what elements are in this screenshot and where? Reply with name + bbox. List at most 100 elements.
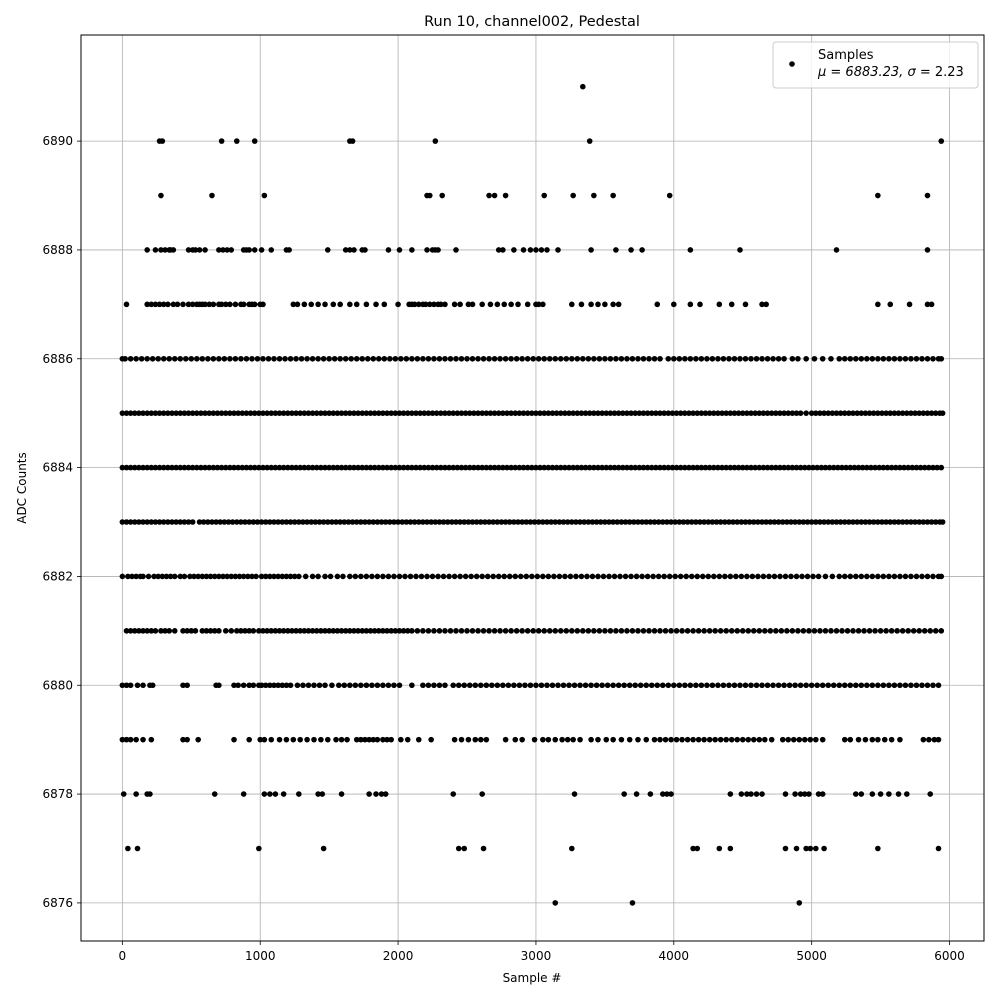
- data-point: [227, 355, 233, 362]
- data-point: [705, 519, 712, 525]
- data-point: [932, 628, 939, 634]
- data-point: [149, 355, 156, 362]
- data-point: [264, 628, 270, 634]
- data-point: [930, 464, 936, 471]
- data-point: [162, 247, 168, 253]
- data-point: [431, 628, 437, 634]
- data-point: [644, 410, 651, 416]
- data-point: [304, 519, 310, 525]
- data-point: [148, 628, 155, 634]
- data-point: [545, 410, 552, 416]
- data-point: [690, 410, 696, 416]
- data-point: [657, 355, 663, 362]
- data-point: [745, 736, 752, 743]
- data-point: [875, 682, 881, 689]
- data-point: [119, 736, 126, 743]
- data-point: [199, 573, 206, 580]
- data-point: [370, 736, 377, 743]
- data-point: [822, 628, 829, 634]
- data-point: [916, 410, 923, 416]
- data-point: [926, 464, 932, 471]
- data-point: [862, 736, 869, 743]
- data-point: [920, 519, 927, 525]
- data-point: [600, 573, 607, 580]
- data-point: [228, 247, 235, 253]
- data-point: [756, 628, 763, 634]
- data-point: [833, 519, 840, 525]
- data-point: [568, 519, 575, 525]
- data-point: [396, 682, 403, 689]
- data-point: [264, 410, 270, 416]
- data-point: [313, 410, 320, 416]
- data-point: [716, 845, 723, 852]
- data-point: [924, 355, 931, 362]
- data-point: [562, 464, 568, 471]
- data-point: [855, 464, 862, 471]
- data-point: [447, 628, 454, 634]
- data-point: [293, 410, 299, 416]
- data-point: [238, 519, 244, 525]
- data-point: [369, 682, 375, 689]
- data-point: [680, 519, 687, 525]
- data-point: [271, 519, 277, 525]
- data-point: [635, 355, 641, 362]
- data-point: [362, 247, 368, 253]
- x-tick-label: 6000: [934, 949, 965, 963]
- data-point: [478, 519, 484, 525]
- data-point: [425, 464, 432, 471]
- data-point: [694, 464, 701, 471]
- data-point: [726, 519, 732, 525]
- data-point: [800, 519, 807, 525]
- data-point: [385, 573, 392, 580]
- data-point: [770, 355, 776, 362]
- data-point: [883, 628, 889, 634]
- data-point: [566, 464, 572, 471]
- data-point: [728, 736, 735, 743]
- data-point: [698, 464, 705, 471]
- data-point: [709, 682, 716, 689]
- data-point: [571, 682, 578, 689]
- legend-stat-suffix: = 2.23: [916, 65, 964, 80]
- data-point: [438, 410, 444, 416]
- data-point: [938, 573, 945, 580]
- data-point: [927, 791, 934, 797]
- data-point: [846, 410, 852, 416]
- data-point: [276, 410, 283, 416]
- data-point: [469, 355, 476, 362]
- data-point: [392, 410, 399, 416]
- data-point: [833, 628, 840, 634]
- data-point: [797, 464, 804, 471]
- data-point: [158, 628, 164, 634]
- data-point: [402, 573, 408, 580]
- data-point: [246, 682, 252, 689]
- data-point: [886, 791, 892, 797]
- data-point: [283, 519, 290, 525]
- data-point: [591, 410, 597, 416]
- data-point: [573, 519, 579, 525]
- data-point: [334, 464, 341, 471]
- data-point: [352, 682, 359, 689]
- data-point: [140, 682, 146, 689]
- data-point: [591, 355, 597, 362]
- data-point: [480, 845, 487, 852]
- data-point: [152, 519, 159, 525]
- data-point: [256, 410, 262, 416]
- data-point: [136, 628, 142, 634]
- data-point: [148, 301, 155, 308]
- data-point: [588, 736, 594, 743]
- data-point: [659, 791, 666, 797]
- data-point: [555, 682, 561, 689]
- data-point: [329, 682, 335, 689]
- data-point: [446, 573, 452, 580]
- data-point: [687, 682, 694, 689]
- data-point: [541, 628, 548, 634]
- data-point: [171, 573, 178, 580]
- data-point: [409, 247, 415, 253]
- data-point: [313, 464, 320, 471]
- data-point: [883, 410, 889, 416]
- data-point: [620, 410, 626, 416]
- data-point: [735, 464, 742, 471]
- data-point: [251, 138, 258, 144]
- data-point: [801, 464, 808, 471]
